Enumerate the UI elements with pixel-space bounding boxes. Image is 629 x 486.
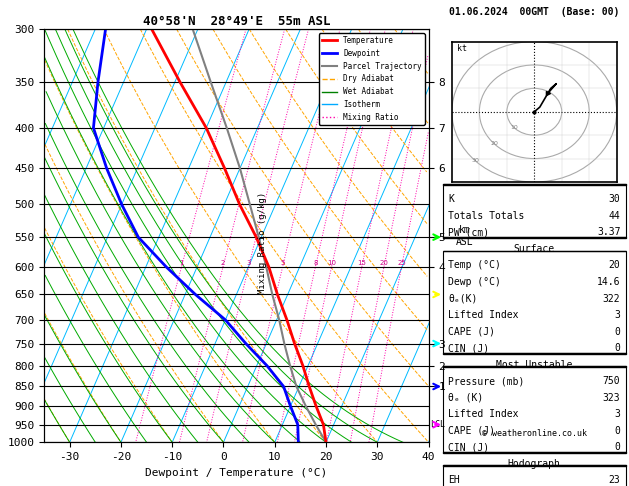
Text: kt: kt xyxy=(457,44,467,53)
Text: 8: 8 xyxy=(313,260,318,266)
Text: CAPE (J): CAPE (J) xyxy=(448,327,495,337)
Text: 10: 10 xyxy=(327,260,336,266)
Text: CIN (J): CIN (J) xyxy=(448,442,489,452)
Text: 25: 25 xyxy=(398,260,406,266)
Text: 20: 20 xyxy=(609,260,620,271)
Text: K: K xyxy=(448,194,454,205)
Text: θₑ (K): θₑ (K) xyxy=(448,393,484,403)
Text: CIN (J): CIN (J) xyxy=(448,343,489,353)
Text: 0: 0 xyxy=(615,442,620,452)
Text: Hodograph: Hodograph xyxy=(508,459,560,469)
Text: 3: 3 xyxy=(615,310,620,320)
Text: Dewp (°C): Dewp (°C) xyxy=(448,277,501,287)
Text: 0: 0 xyxy=(615,343,620,353)
Text: 23: 23 xyxy=(609,475,620,486)
Bar xyxy=(443,466,626,486)
X-axis label: Dewpoint / Temperature (°C): Dewpoint / Temperature (°C) xyxy=(145,468,328,478)
Text: Temp (°C): Temp (°C) xyxy=(448,260,501,271)
Text: 322: 322 xyxy=(603,294,620,304)
Bar xyxy=(443,237,626,238)
Text: Most Unstable: Most Unstable xyxy=(496,360,572,370)
Bar xyxy=(443,452,626,453)
Legend: Temperature, Dewpoint, Parcel Trajectory, Dry Adiabat, Wet Adiabat, Isotherm, Mi: Temperature, Dewpoint, Parcel Trajectory… xyxy=(319,33,425,125)
Text: 15: 15 xyxy=(357,260,366,266)
Text: Lifted Index: Lifted Index xyxy=(448,310,519,320)
Y-axis label: hPa: hPa xyxy=(0,226,2,246)
Bar xyxy=(443,366,626,452)
Text: 44: 44 xyxy=(609,211,620,221)
Text: Lifted Index: Lifted Index xyxy=(448,409,519,419)
Text: 20: 20 xyxy=(379,260,389,266)
Bar xyxy=(443,353,626,354)
Text: 0: 0 xyxy=(615,426,620,436)
Text: 3.37: 3.37 xyxy=(597,227,620,238)
Text: Mixing Ratio (g/kg): Mixing Ratio (g/kg) xyxy=(259,192,267,294)
Text: PW (cm): PW (cm) xyxy=(448,227,489,238)
Text: 1: 1 xyxy=(179,260,184,266)
Text: 10: 10 xyxy=(511,124,518,130)
Text: 30: 30 xyxy=(471,158,479,163)
Text: 01.06.2024  00GMT  (Base: 00): 01.06.2024 00GMT (Base: 00) xyxy=(449,7,620,17)
Text: 3: 3 xyxy=(247,260,251,266)
Text: 20: 20 xyxy=(491,141,499,146)
Text: LCL: LCL xyxy=(430,420,445,429)
Text: 14.6: 14.6 xyxy=(597,277,620,287)
Title: 40°58'N  28°49'E  55m ASL: 40°58'N 28°49'E 55m ASL xyxy=(143,15,330,28)
Text: 30: 30 xyxy=(609,194,620,205)
Y-axis label: km
ASL: km ASL xyxy=(455,225,473,246)
Text: 0: 0 xyxy=(615,327,620,337)
Text: 750: 750 xyxy=(603,376,620,386)
Bar xyxy=(443,366,626,367)
Text: EH: EH xyxy=(448,475,460,486)
Bar xyxy=(443,251,626,353)
Text: 3: 3 xyxy=(615,409,620,419)
Text: 5: 5 xyxy=(281,260,285,266)
Text: CAPE (J): CAPE (J) xyxy=(448,426,495,436)
Bar xyxy=(443,185,626,237)
Text: Totals Totals: Totals Totals xyxy=(448,211,525,221)
Text: Surface: Surface xyxy=(514,244,555,254)
Text: 2: 2 xyxy=(221,260,225,266)
Text: Pressure (mb): Pressure (mb) xyxy=(448,376,525,386)
Text: 323: 323 xyxy=(603,393,620,403)
Text: θₑ(K): θₑ(K) xyxy=(448,294,477,304)
Text: © weatheronline.co.uk: © weatheronline.co.uk xyxy=(482,429,587,438)
